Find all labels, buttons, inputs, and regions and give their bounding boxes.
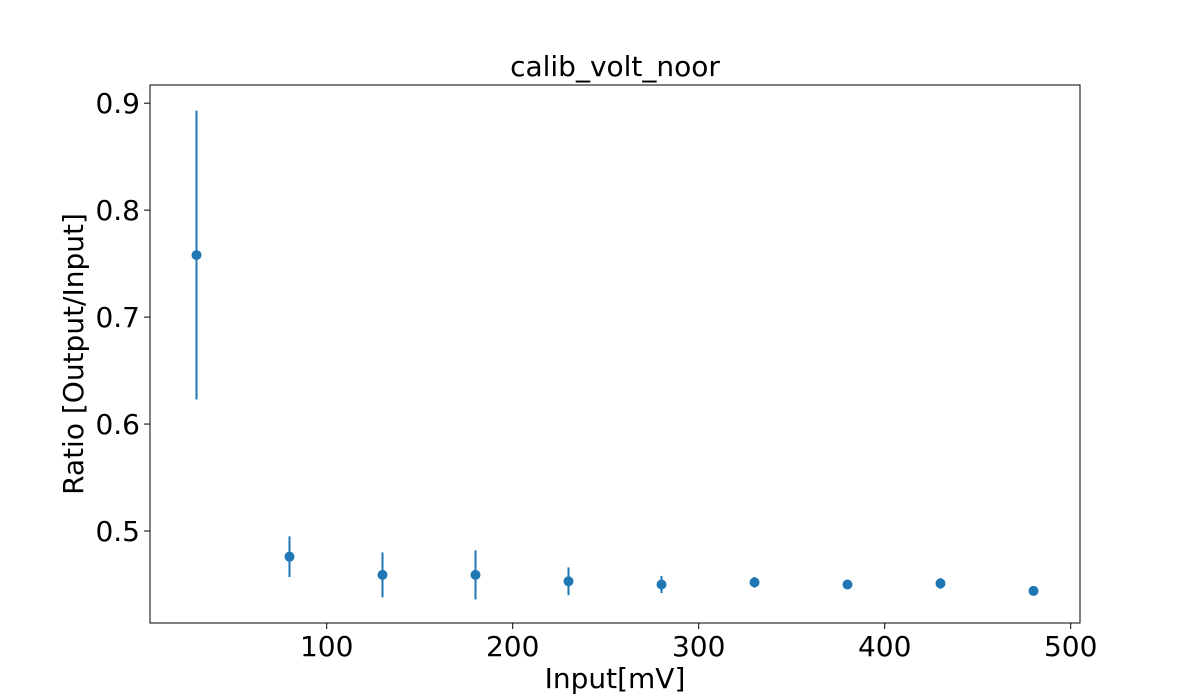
- y-tick-label: 0.9: [95, 87, 140, 120]
- x-axis: 100 200 300 400 500: [300, 623, 1097, 663]
- data-point: [656, 579, 667, 590]
- data-point: [935, 578, 946, 589]
- axes-frame: [149, 84, 1081, 624]
- x-tick-label: 100: [300, 630, 353, 663]
- y-tick-label: 0.8: [95, 194, 140, 227]
- plot-area: [191, 110, 1039, 600]
- data-point: [842, 579, 853, 590]
- data-point: [191, 250, 202, 261]
- y-tick-label: 0.6: [95, 408, 140, 441]
- y-axis: 0.5 0.6 0.7 0.8 0.9: [95, 87, 150, 548]
- x-axis-label: Input[mV]: [545, 662, 686, 695]
- data-point: [470, 569, 481, 580]
- data-point: [1028, 585, 1039, 596]
- chart-title: calib_volt_noor: [510, 50, 720, 83]
- x-tick-label: 400: [858, 630, 911, 663]
- y-tick-label: 0.7: [95, 301, 140, 334]
- data-point: [377, 569, 388, 580]
- data-point: [284, 551, 295, 562]
- data-point: [749, 577, 760, 588]
- x-tick-label: 200: [486, 630, 539, 663]
- x-tick-label: 500: [1044, 630, 1097, 663]
- data-point: [563, 576, 574, 587]
- y-tick-label: 0.5: [95, 515, 140, 548]
- y-axis-label: Ratio [Output/Input]: [57, 213, 90, 495]
- x-tick-label: 300: [672, 630, 725, 663]
